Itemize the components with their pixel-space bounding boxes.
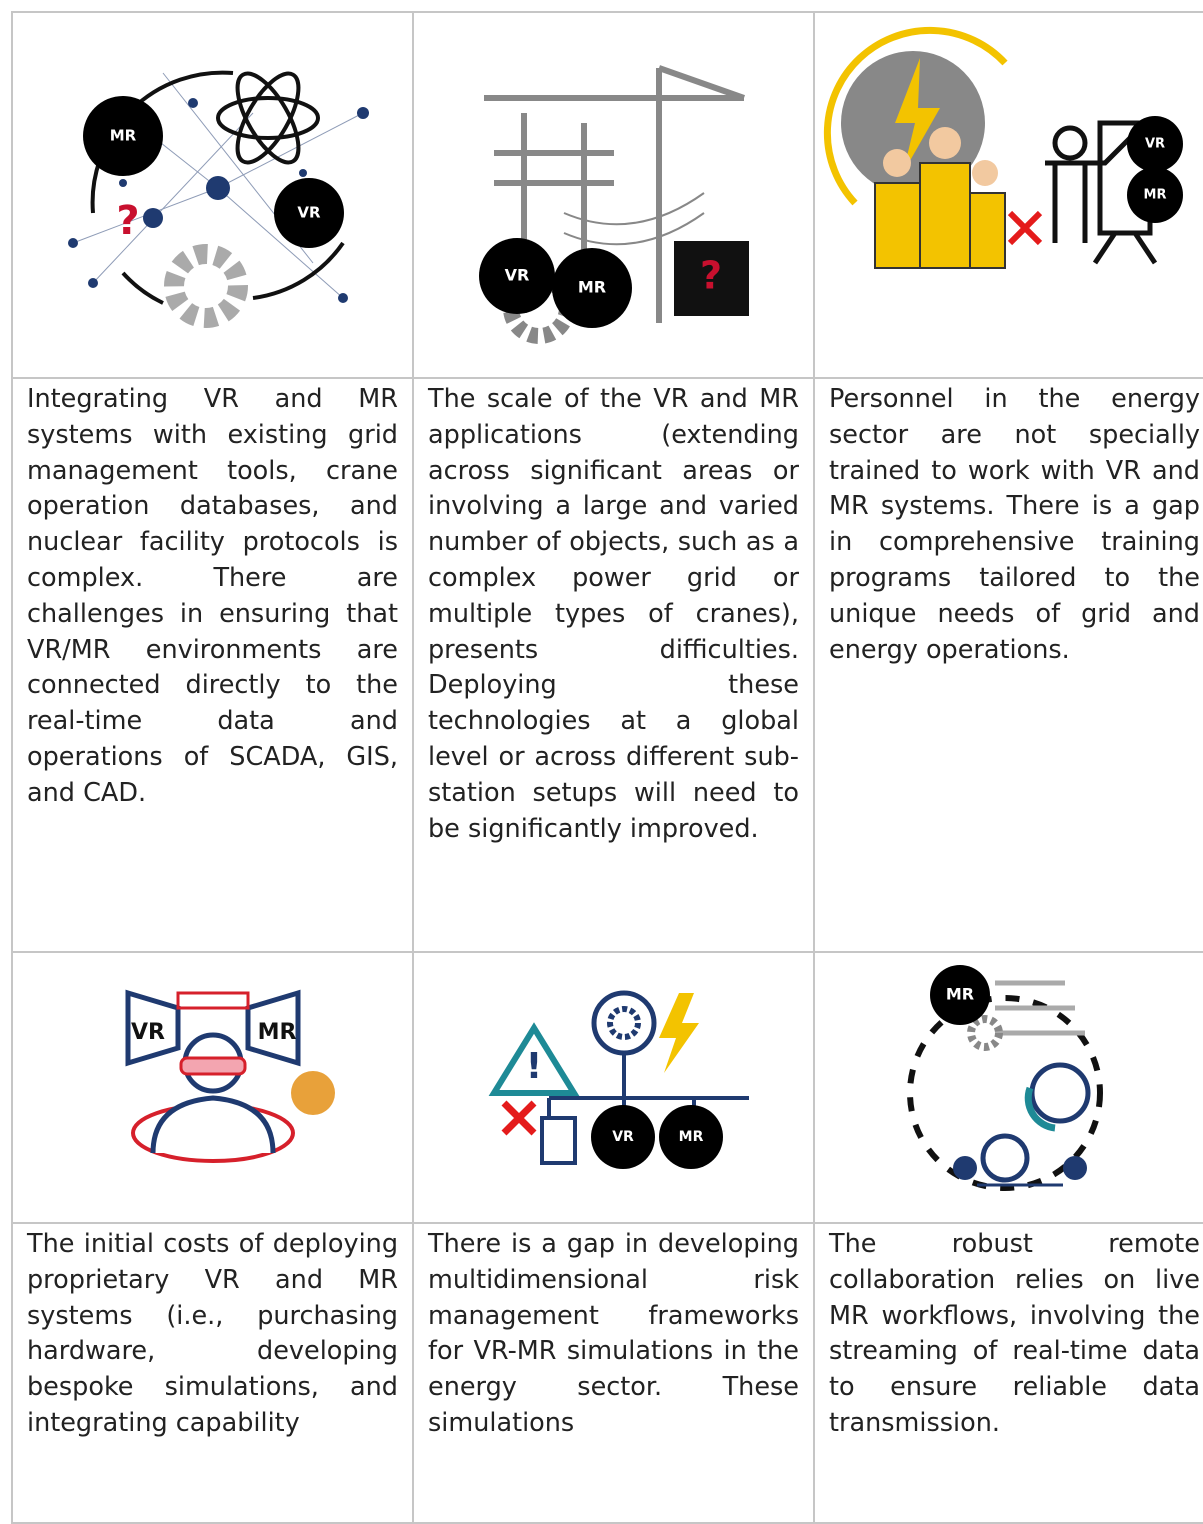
- icon: ! VR MR: [488, 990, 749, 1169]
- icon-label: VR: [1145, 137, 1165, 152]
- icon: ? VR MR: [479, 65, 749, 344]
- icon-label: MR: [1144, 188, 1167, 203]
- image-cell: VR MR: [13, 953, 414, 1224]
- cell-text: Integrating VR and MR systems with exist…: [13, 379, 414, 953]
- icon-label: VR: [505, 266, 530, 285]
- cell-text: There is a gap in developing multidimens…: [414, 1224, 815, 1524]
- icon: VR MR: [823, 26, 1183, 269]
- page: ? MR VR ? VR MR: [11, 11, 1203, 1524]
- icon-label: VR: [612, 1129, 634, 1145]
- cell-text: Personnel in the energy sector are not s…: [815, 379, 1203, 953]
- image-cell: ? MR VR: [13, 13, 414, 379]
- icon: MR: [907, 965, 1103, 1191]
- image-cell: MR: [815, 953, 1203, 1224]
- icon-label: VR: [297, 204, 321, 222]
- icon: ? MR VR: [68, 70, 369, 328]
- cell-text: The initial costs of deploying proprieta…: [13, 1224, 414, 1524]
- icon-label: MR: [110, 127, 137, 145]
- icon-label: MR: [679, 1129, 704, 1145]
- image-cell: ! VR MR: [414, 953, 815, 1224]
- icon-label: MR: [258, 1020, 297, 1045]
- image-cell: VR MR: [815, 13, 1203, 379]
- cell-text: The robust remote collaboration relies o…: [815, 1224, 1203, 1524]
- icon: VR MR: [125, 989, 335, 1163]
- icon-label: MR: [578, 278, 606, 297]
- svg-text:!: !: [526, 1046, 542, 1087]
- table: ? MR VR ? VR MR: [11, 11, 1203, 1524]
- icon-label: VR: [131, 1020, 165, 1045]
- image-cell: ? VR MR: [414, 13, 815, 379]
- svg-text:?: ?: [116, 198, 139, 244]
- icon-label: MR: [946, 985, 974, 1004]
- svg-text:?: ?: [700, 254, 722, 298]
- cell-text: The scale of the VR and MR applications …: [414, 379, 815, 953]
